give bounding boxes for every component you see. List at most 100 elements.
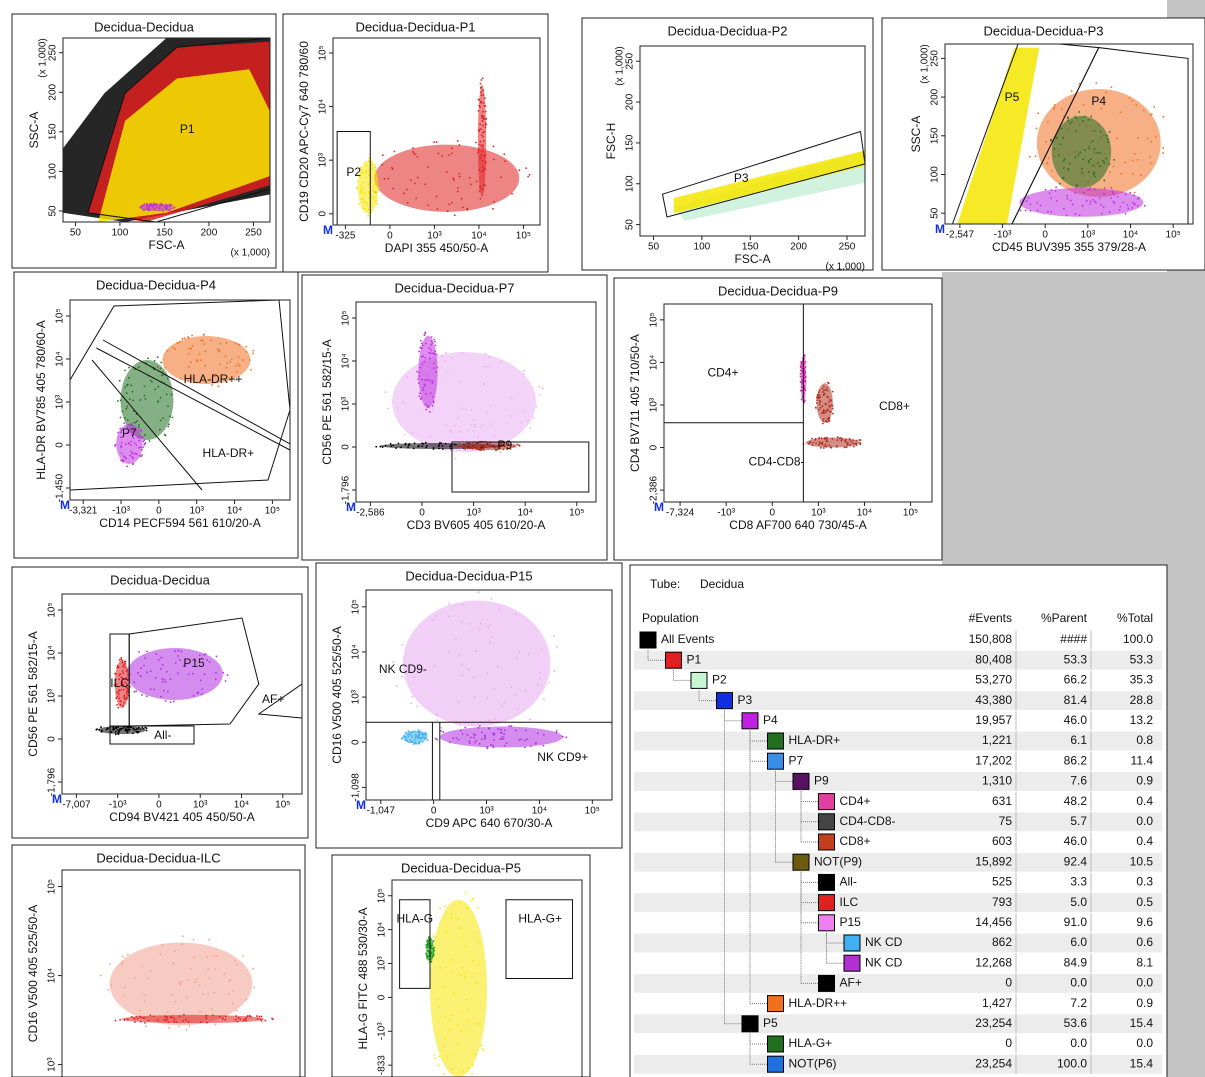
event-dot xyxy=(475,739,478,742)
event-dot xyxy=(430,343,433,346)
x-tick-label: 10³ xyxy=(811,508,826,519)
event-dot xyxy=(424,332,427,335)
event-dot xyxy=(825,411,827,414)
event-dot xyxy=(473,696,476,699)
event-dot xyxy=(432,935,435,938)
x-tick-label: 10⁴ xyxy=(532,806,547,817)
event-dot xyxy=(260,1019,263,1022)
marker: M xyxy=(654,500,664,514)
plot-frame xyxy=(332,37,541,226)
event-dot xyxy=(817,391,820,394)
event-dot xyxy=(1060,127,1063,130)
event-dot xyxy=(473,445,476,448)
gate xyxy=(257,683,302,719)
event-dot xyxy=(484,161,487,164)
event-dot xyxy=(402,735,405,738)
event-dot xyxy=(134,1021,136,1023)
event-dot xyxy=(452,179,455,182)
event-dot xyxy=(1088,147,1091,150)
event-dot xyxy=(820,442,823,445)
event-dot xyxy=(105,728,108,731)
event-dot xyxy=(205,1014,208,1017)
gate-label: P5 xyxy=(1005,90,1020,104)
plot-title: Decidua-Decidua-P3 xyxy=(984,23,1104,38)
event-dot xyxy=(150,969,152,972)
event-dot xyxy=(128,442,131,445)
y-axis-label: HLA-G FITC 488 530/30-A xyxy=(356,907,370,1049)
panel-border xyxy=(11,566,309,839)
event-dot xyxy=(138,650,141,653)
event-dot xyxy=(1150,140,1153,143)
event-dot xyxy=(433,353,436,356)
event-dot xyxy=(475,447,477,450)
y-tick-label: 0 xyxy=(377,994,388,1000)
event-dot xyxy=(170,204,173,207)
event-dot xyxy=(134,421,137,424)
event-dot xyxy=(804,380,807,383)
event-dot xyxy=(225,366,228,369)
y-tick-label: -1,796 xyxy=(47,767,58,796)
event-dot xyxy=(467,1009,470,1011)
event-dot xyxy=(167,425,170,428)
gate-line xyxy=(91,359,203,491)
event-dot xyxy=(126,692,128,695)
event-dot xyxy=(373,183,376,186)
event-dot xyxy=(168,1026,171,1029)
event-dot xyxy=(465,998,468,1001)
event-dot xyxy=(245,998,248,1001)
event-dot xyxy=(423,334,426,337)
event-dot xyxy=(234,959,237,962)
x-tick-label: 50 xyxy=(648,242,660,253)
y-axis-label: CD16 V500 405 525/50-A xyxy=(26,905,40,1042)
event-dot xyxy=(115,697,118,700)
event-dot xyxy=(368,196,371,199)
event-dot xyxy=(460,1029,462,1032)
event-dot xyxy=(404,443,407,446)
event-dot xyxy=(213,375,216,378)
event-dot xyxy=(1103,187,1106,189)
event-dot xyxy=(414,738,416,741)
event-dot xyxy=(143,394,146,397)
event-dot xyxy=(434,371,437,373)
row-background xyxy=(634,771,1162,791)
event-dot xyxy=(164,681,167,683)
y-axis-label: CD19 CD20 APC-Cy7 640 780/60 xyxy=(297,41,311,222)
event-dot xyxy=(205,1021,208,1024)
event-dot xyxy=(1082,120,1084,122)
event-dot xyxy=(450,969,453,972)
event-dot xyxy=(529,718,532,721)
event-dot xyxy=(458,144,461,146)
plot-area xyxy=(95,617,302,745)
event-dot xyxy=(404,737,407,740)
gate-label: HLA-G+ xyxy=(518,912,562,926)
event-dot xyxy=(362,191,365,194)
event-dot xyxy=(1059,182,1062,185)
event-dot xyxy=(1087,119,1090,121)
event-dot xyxy=(426,445,428,447)
event-dot xyxy=(156,1019,159,1022)
event-dot xyxy=(125,683,128,685)
event-dot xyxy=(466,1020,469,1023)
event-dot xyxy=(433,664,436,667)
population-color xyxy=(792,853,810,871)
event-dot xyxy=(123,1019,126,1021)
event-dot xyxy=(432,950,435,953)
event-dot xyxy=(390,445,393,448)
event-dot xyxy=(473,973,476,975)
event-dot xyxy=(183,1013,185,1016)
event-dot xyxy=(482,423,484,426)
event-dot xyxy=(406,375,409,378)
event-dot xyxy=(124,443,127,446)
percent-total: 0.0 xyxy=(1136,1036,1153,1050)
event-dot xyxy=(1113,158,1115,161)
event-dot xyxy=(819,401,822,403)
percent-parent: 84.9 xyxy=(1064,955,1088,969)
event-dot xyxy=(429,410,431,413)
y-tick-label: 200 xyxy=(48,84,59,101)
event-dot xyxy=(433,338,436,341)
event-dot xyxy=(423,383,426,386)
event-dot xyxy=(859,442,862,445)
event-dot xyxy=(523,370,525,372)
event-dot xyxy=(199,359,202,362)
y-tick-label: 10⁴ xyxy=(377,922,388,937)
